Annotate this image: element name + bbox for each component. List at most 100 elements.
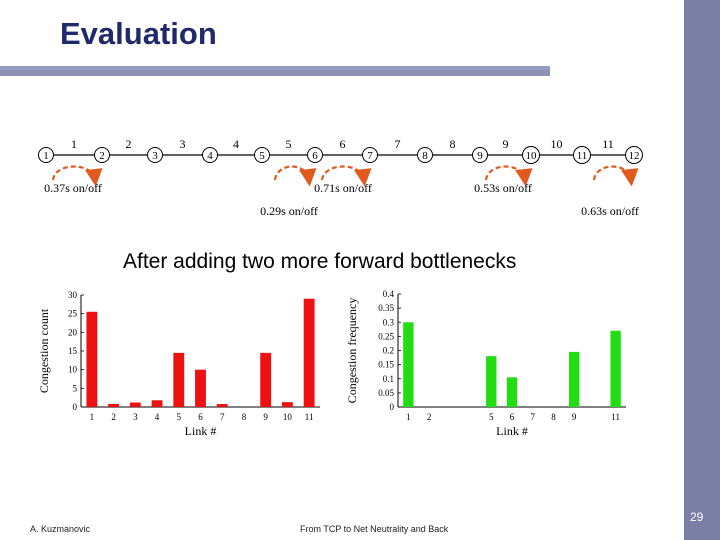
congestion-count-chart: 0 5 10 15 20 25 30 1 2 3 4 5 6 7 8 9 10 11 Link # Congestio… — [37, 290, 320, 438]
topology-node-label: 3 — [152, 150, 158, 162]
flow-label: 0.29s on/off — [260, 204, 318, 218]
footer-author: A. Kuzmanovic — [30, 524, 91, 534]
y-tick-label: 15 — [68, 346, 78, 356]
y-tick-label: 0 — [73, 402, 78, 412]
topology-link-label: 4 — [233, 137, 239, 151]
y-tick-label: 0.25 — [378, 331, 394, 341]
topology-node-label: 12 — [629, 150, 640, 162]
bar — [610, 330, 621, 407]
x-tick-label: 8 — [242, 412, 247, 422]
bar — [260, 352, 272, 407]
x-tick-label: 1 — [90, 412, 95, 422]
bar — [569, 351, 580, 407]
x-tick-label: 9 — [263, 412, 268, 422]
bar — [173, 352, 185, 407]
title-rule-accent — [0, 66, 550, 70]
bar — [108, 404, 120, 407]
topology-node-label: 4 — [207, 150, 213, 162]
topology-node-label: 11 — [577, 150, 588, 162]
topology-node-label: 7 — [367, 150, 373, 162]
topology-link-label: 6 — [340, 137, 346, 151]
x-tick-label: 6 — [510, 412, 515, 422]
x-tick-label: 5 — [489, 412, 494, 422]
x-tick-label: 1 — [406, 412, 411, 422]
x-tick-label: 11 — [305, 412, 314, 422]
flow-arrow — [320, 165, 372, 187]
y-tick-label: 0 — [390, 402, 395, 412]
x-tick-label: 8 — [551, 412, 556, 422]
flow-arrow — [592, 165, 639, 187]
x-tick-label: 11 — [611, 412, 620, 422]
topology-node: 6 — [307, 147, 323, 163]
y-tick-label: 0.35 — [378, 303, 394, 313]
topology-node-label: 10 — [526, 150, 538, 162]
topology-node: 11 — [573, 146, 591, 164]
topology-link-label: 11 — [602, 137, 614, 151]
flow-label: 0.63s on/off — [581, 204, 639, 218]
x-axis-label: Link # — [185, 424, 217, 438]
x-tick-label: 5 — [177, 412, 182, 422]
y-tick-label: 0.3 — [383, 317, 395, 327]
congestion-frequency-chart: 0 0.05 0.1 0.15 0.2 0.25 0.3 0.35 0.4 1 2 5 6 7 8 9 11 Li… — [345, 289, 626, 438]
x-tick-label: 7 — [220, 412, 225, 422]
y-tick-label: 0.4 — [383, 289, 395, 299]
page-number: 29 — [690, 510, 704, 524]
topology-node: 5 — [254, 147, 270, 163]
bar — [129, 402, 141, 407]
x-tick-label: 9 — [572, 412, 577, 422]
topology-node: 7 — [362, 147, 378, 163]
y-tick-label: 0.15 — [378, 360, 394, 370]
x-tick-label: 7 — [530, 412, 535, 422]
flow-label: 0.53s on/off — [474, 181, 532, 195]
flow-label: 0.71s on/off — [314, 181, 372, 195]
y-tick-label: 10 — [68, 365, 78, 375]
chart-subtitle: After adding two more forward bottleneck… — [123, 250, 517, 273]
x-tick-label: 6 — [198, 412, 203, 422]
footer-title: From TCP to Net Neutrality and Back — [300, 524, 449, 534]
y-tick-label: 5 — [73, 383, 78, 393]
x-axis-label: Link # — [496, 424, 528, 438]
flow-label: 0.37s on/off — [44, 181, 102, 195]
bar — [195, 369, 206, 407]
topology-node-label: 5 — [259, 150, 265, 162]
bar — [303, 298, 315, 407]
topology-link-label: 9 — [503, 137, 509, 151]
y-tick-label: 0.1 — [383, 374, 394, 384]
topology-node: 1 — [38, 147, 54, 163]
topology-link-label: 10 — [551, 137, 563, 151]
topology-node: 10 — [522, 146, 540, 164]
topology-link-label: 7 — [395, 137, 401, 151]
right-side-band — [684, 0, 720, 540]
network-topology-diagram: 1 2 3 4 5 6 7 8 9 10 11 1 2 3 4 5 6 7 8 9 10 11 12 0.37s on/o… — [38, 137, 643, 218]
topology-node-label: 8 — [422, 150, 428, 162]
flow-arrow — [51, 165, 103, 187]
flow-arrow — [273, 165, 317, 187]
topology-link-label: 1 — [71, 137, 77, 151]
bar — [281, 402, 293, 407]
y-tick-label: 0.05 — [378, 388, 394, 398]
topology-node: 3 — [147, 147, 163, 163]
topology-link-label: 5 — [286, 137, 292, 151]
bar — [86, 311, 98, 407]
slide-title: Evaluation — [60, 16, 217, 51]
x-tick-label: 10 — [283, 412, 293, 422]
topology-link-label: 2 — [126, 137, 132, 151]
topology-node: 4 — [202, 147, 218, 163]
bar — [506, 377, 518, 407]
x-tick-label: 3 — [133, 412, 138, 422]
topology-node: 9 — [472, 147, 488, 163]
topology-node: 12 — [625, 146, 643, 164]
y-axis-label: Congestion count — [37, 308, 51, 393]
y-tick-label: 20 — [68, 327, 78, 337]
y-tick-label: 25 — [68, 309, 78, 319]
topology-node: 8 — [417, 147, 433, 163]
topology-link-label: 3 — [180, 137, 186, 151]
y-tick-label: 30 — [68, 290, 78, 300]
flow-arrow — [484, 165, 533, 187]
x-tick-label: 4 — [155, 412, 160, 422]
topology-node-label: 9 — [477, 150, 483, 162]
topology-node-label: 6 — [312, 150, 318, 162]
bar — [403, 322, 414, 407]
y-axis-label: Congestion frequency — [345, 298, 359, 404]
x-tick-label: 2 — [427, 412, 432, 422]
